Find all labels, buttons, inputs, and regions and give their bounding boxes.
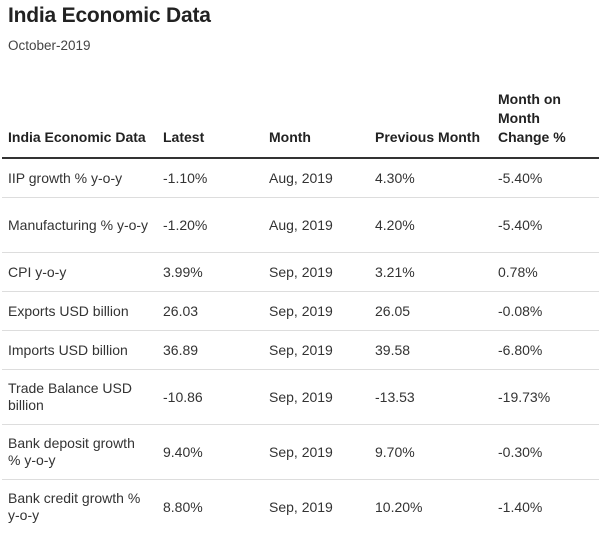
table-cell-month: Aug, 2019 bbox=[263, 158, 369, 198]
table-row: CPI y-o-y 3.99% Sep, 2019 3.21% 0.78% bbox=[2, 252, 599, 292]
table-cell-mom-change: -5.40% bbox=[492, 197, 599, 253]
table-cell-mom-change: -19.73% bbox=[492, 369, 599, 425]
economic-data-table: India Economic Data Latest Month Previou… bbox=[2, 90, 599, 534]
table-cell-latest: 36.89 bbox=[157, 330, 263, 370]
table-row: Manufacturing % y-o-y -1.20% Aug, 2019 4… bbox=[2, 197, 599, 253]
table-cell-month: Sep, 2019 bbox=[263, 330, 369, 370]
table-cell-mom-change: -5.40% bbox=[492, 158, 599, 198]
table-cell-latest: 26.03 bbox=[157, 291, 263, 331]
column-header-indicator: India Economic Data bbox=[2, 90, 157, 159]
table-header-row: India Economic Data Latest Month Previou… bbox=[2, 90, 599, 159]
table-cell-mom-change: -1.40% bbox=[498, 498, 543, 515]
table-row: Exports USD billion 26.03 Sep, 2019 26.0… bbox=[2, 291, 599, 331]
table-cell-previous-month: -13.53 bbox=[369, 369, 492, 425]
table-cell-latest: -1.10% bbox=[157, 158, 263, 198]
table-cell-month: Sep, 2019 bbox=[263, 369, 369, 425]
table-cell-latest: 3.99% bbox=[157, 252, 263, 292]
table-row: Bank deposit growth % y-o-y 9.40% Sep, 2… bbox=[2, 424, 599, 480]
table-cell-indicator: IIP growth % y-o-y bbox=[2, 158, 157, 198]
table-row: Imports USD billion 36.89 Sep, 2019 39.5… bbox=[2, 330, 599, 370]
page-title: India Economic Data bbox=[8, 4, 211, 27]
table-row: IIP growth % y-o-y -1.10% Aug, 2019 4.30… bbox=[2, 158, 599, 198]
table-cell-previous-month: 26.05 bbox=[369, 291, 492, 331]
table-cell-month: Aug, 2019 bbox=[263, 197, 369, 253]
column-header-month: Month bbox=[263, 90, 369, 159]
table-cell-latest: 9.40% bbox=[157, 424, 263, 480]
table-cell-mom-change: -6.80% bbox=[492, 330, 599, 370]
table-cell-indicator: Exports USD billion bbox=[2, 291, 157, 331]
table-cell-mom-change: 0.78% bbox=[492, 252, 599, 292]
table-cell-indicator: Trade Balance USD billion bbox=[2, 369, 157, 425]
column-header-latest: Latest bbox=[157, 90, 263, 159]
table-cell-previous-month: 10.20% bbox=[375, 498, 423, 515]
table-cell-indicator: CPI y-o-y bbox=[2, 252, 157, 292]
table-cell-month: Sep, 2019 bbox=[263, 424, 369, 480]
table-cell-previous-month: 9.70% bbox=[369, 424, 492, 480]
column-header-mom-change: Month on Month Change % bbox=[492, 90, 599, 159]
table-cell-indicator: Bank credit growth % y-o-y bbox=[8, 490, 141, 523]
column-header-previous-month: Previous Month bbox=[369, 90, 492, 159]
table-cell-indicator: Bank deposit growth % y-o-y bbox=[2, 424, 157, 480]
table-cell-mom-change: -0.30% bbox=[492, 424, 599, 480]
table-cell-previous-month: 39.58 bbox=[369, 330, 492, 370]
table-cell-latest: -1.20% bbox=[157, 197, 263, 253]
table-cell-month: Sep, 2019 bbox=[269, 498, 333, 515]
page-subtitle: October-2019 bbox=[8, 38, 91, 53]
table-cell-latest: 8.80% bbox=[163, 498, 203, 515]
table-cell-previous-month: 4.30% bbox=[369, 158, 492, 198]
table-cell-month: Sep, 2019 bbox=[263, 291, 369, 331]
table-cell-indicator: Imports USD billion bbox=[2, 330, 157, 370]
table-cell-previous-month: 3.21% bbox=[369, 252, 492, 292]
table-cell-mom-change: -0.08% bbox=[492, 291, 599, 331]
table-cell-month: Sep, 2019 bbox=[263, 252, 369, 292]
table-cell-indicator: Manufacturing % y-o-y bbox=[2, 197, 157, 253]
table-row: Bank credit growth % y-o-y 8.80% Sep, 20… bbox=[2, 480, 599, 535]
table-cell-previous-month: 4.20% bbox=[369, 197, 492, 253]
table-cell-latest: -10.86 bbox=[157, 369, 263, 425]
table-row: Trade Balance USD billion -10.86 Sep, 20… bbox=[2, 369, 599, 425]
